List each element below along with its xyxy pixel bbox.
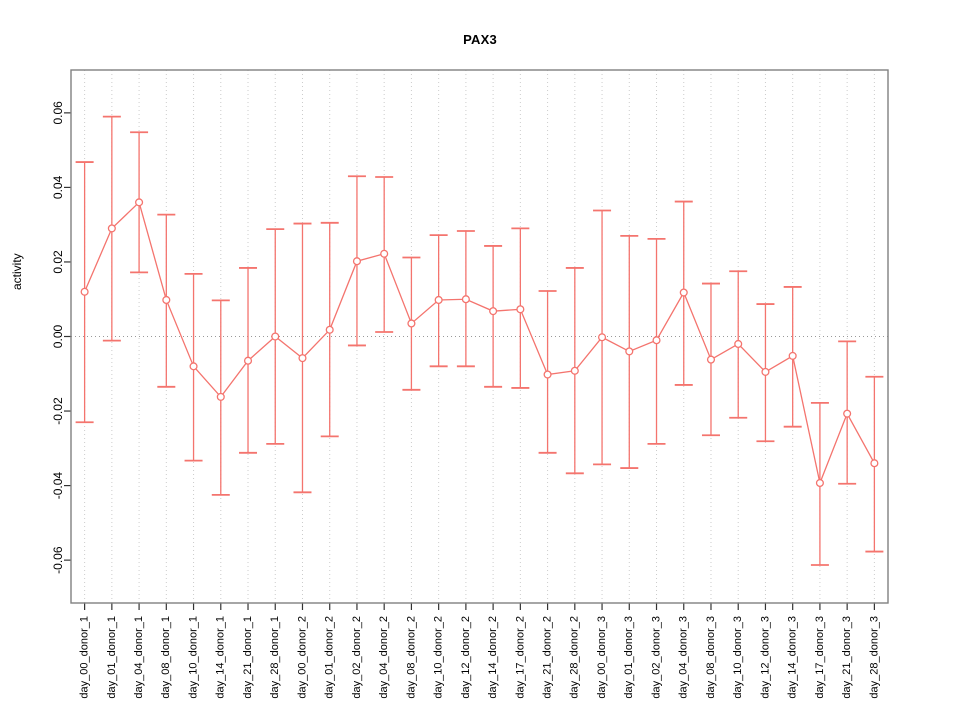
data-line: [84, 201, 875, 486]
x-tick-label: day_01_donor_3: [623, 616, 635, 699]
gridlines: [84, 70, 875, 603]
data-point-marker: [407, 319, 416, 328]
data-point-marker: [761, 367, 770, 376]
x-tick-label: day_08_donor_1: [160, 616, 172, 699]
data-point-marker: [162, 295, 171, 305]
y-tick-labels: 0.06 0.04 0.02 0.00 -0.02 -0.04 -0.06: [51, 101, 65, 574]
series-polyline: [84, 201, 875, 486]
data-point-marker: [543, 370, 552, 379]
data-point-marker: [679, 288, 688, 297]
plot-border: [70, 69, 889, 604]
data-point-marker: [788, 351, 797, 360]
x-tick-label: day_28_donor_1: [269, 616, 281, 699]
data-point-marker: [597, 333, 607, 342]
data-point-marker: [734, 339, 743, 349]
x-tick-label: day_04_donor_1: [133, 616, 145, 699]
data-point-marker: [570, 366, 579, 375]
y-tick-label: -0.06: [51, 546, 65, 574]
data-point-marker: [843, 409, 852, 418]
x-tick-label: day_17_donor_2: [514, 616, 526, 699]
data-point-marker: [489, 307, 498, 316]
x-tick-label: day_17_donor_3: [814, 616, 826, 699]
x-tick-label: day_02_donor_2: [351, 616, 363, 699]
data-point-marker: [325, 325, 334, 334]
y-tick-label: 0.00: [51, 324, 65, 348]
x-axis-ticks: [84, 603, 875, 610]
x-tick-label: day_04_donor_3: [678, 616, 690, 699]
data-point-marker: [625, 347, 634, 356]
data-point-marker: [216, 392, 225, 401]
x-tick-label: day_14_donor_2: [487, 616, 499, 699]
x-tick-label: day_14_donor_3: [787, 616, 799, 699]
y-tick-label: -0.04: [51, 472, 65, 500]
data-point-marker: [189, 362, 198, 371]
data-point-marker: [516, 305, 525, 314]
y-axis-ticks: [64, 112, 71, 561]
x-tick-label: day_12_donor_3: [759, 616, 771, 699]
data-point-marker: [271, 332, 280, 341]
x-tick-labels: day_00_donor_1 day_01_donor_1 day_04_donor…: [79, 616, 881, 699]
x-tick-label: day_01_donor_2: [324, 616, 336, 699]
data-point-marker: [107, 224, 116, 233]
data-point-marker: [461, 295, 470, 304]
data-point-marker: [815, 478, 824, 488]
x-tick-label: day_08_donor_3: [705, 616, 717, 699]
x-tick-label: day_00_donor_1: [79, 616, 91, 699]
data-point-marker: [352, 257, 362, 266]
x-tick-label: day_21_donor_3: [841, 616, 853, 699]
x-tick-label: day_28_donor_3: [868, 616, 880, 699]
x-tick-label: day_00_donor_3: [596, 616, 608, 699]
x-tick-label: day_00_donor_2: [296, 616, 308, 699]
data-point-marker: [243, 356, 253, 365]
data-point-marker: [706, 355, 716, 364]
x-tick-label: day_02_donor_3: [650, 616, 662, 699]
x-tick-label: day_10_donor_3: [732, 616, 744, 699]
x-tick-label: day_01_donor_1: [106, 616, 118, 699]
plot-frame: [70, 69, 889, 604]
x-tick-label: day_10_donor_1: [187, 616, 199, 699]
x-tick-label: day_21_donor_1: [242, 616, 254, 699]
data-point-marker: [870, 459, 879, 468]
y-tick-label: 0.02: [51, 250, 65, 274]
x-tick-label: day_21_donor_2: [541, 616, 553, 699]
data-point-marker: [135, 198, 144, 207]
data-point-marker: [298, 354, 307, 363]
data-point-marker: [434, 295, 443, 305]
y-tick-label: 0.06: [51, 101, 65, 125]
x-tick-label: day_14_donor_1: [215, 616, 227, 699]
error-bars: [75, 115, 884, 566]
x-tick-label: day_08_donor_2: [405, 616, 417, 699]
chart-title: PAX3: [463, 32, 497, 47]
y-tick-label: -0.02: [51, 397, 65, 425]
x-tick-label: day_04_donor_2: [378, 616, 390, 699]
x-tick-label: day_12_donor_2: [460, 616, 472, 699]
x-tick-label: day_10_donor_2: [433, 616, 445, 699]
data-point-marker: [380, 249, 389, 258]
x-tick-label: day_28_donor_2: [569, 616, 581, 699]
data-points: [80, 198, 879, 488]
data-point-marker: [652, 336, 661, 345]
y-tick-label: 0.04: [51, 175, 65, 199]
data-point-marker: [80, 287, 89, 296]
